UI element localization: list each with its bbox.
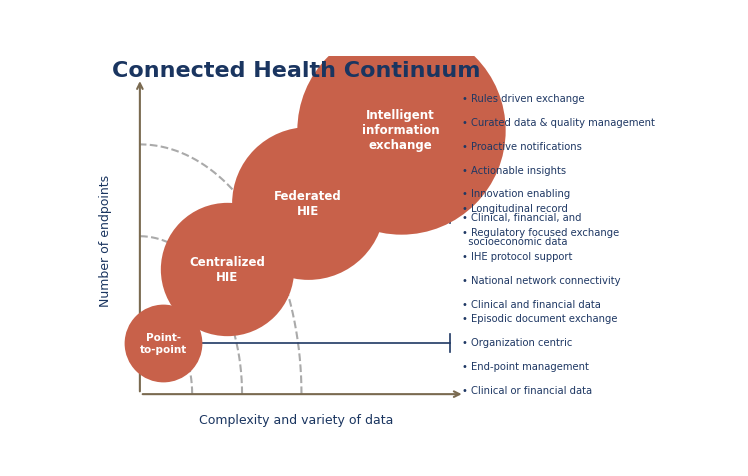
Text: • Clinical and financial data: • Clinical and financial data <box>462 299 601 309</box>
Text: Centralized
HIE: Centralized HIE <box>189 256 265 284</box>
Text: • Innovation enabling: • Innovation enabling <box>462 189 570 199</box>
Text: Intelligent
information
exchange: Intelligent information exchange <box>362 109 440 152</box>
Text: • Proactive notifications: • Proactive notifications <box>462 141 581 151</box>
Point <box>302 200 314 208</box>
Point <box>221 266 233 274</box>
Text: Number of endpoints: Number of endpoints <box>99 175 111 306</box>
Text: • Curated data & quality management: • Curated data & quality management <box>462 118 654 128</box>
Text: Connected Health Continuum: Connected Health Continuum <box>112 61 481 81</box>
Text: • Rules driven exchange: • Rules driven exchange <box>462 94 584 104</box>
Text: Federated
HIE: Federated HIE <box>274 190 342 218</box>
Text: • Longitudinal record: • Longitudinal record <box>462 204 568 214</box>
Text: Complexity and variety of data: Complexity and variety of data <box>199 413 393 426</box>
Text: • National network connectivity: • National network connectivity <box>462 275 620 285</box>
Text: • IHE protocol support: • IHE protocol support <box>462 251 572 261</box>
Text: • Clinical or financial data: • Clinical or financial data <box>462 385 592 395</box>
Text: socioeconomic data: socioeconomic data <box>462 237 567 247</box>
Text: • Regulatory focused exchange: • Regulatory focused exchange <box>462 228 619 238</box>
Text: • Organization centric: • Organization centric <box>462 337 572 347</box>
Text: • Clinical, financial, and: • Clinical, financial, and <box>462 213 581 223</box>
Text: • Actionable insights: • Actionable insights <box>462 165 565 175</box>
Point <box>157 339 169 347</box>
Text: • Episodic document exchange: • Episodic document exchange <box>462 314 617 324</box>
Text: • End-point management: • End-point management <box>462 361 589 371</box>
Text: Point-
to-point: Point- to-point <box>139 332 187 354</box>
Point <box>395 127 407 134</box>
